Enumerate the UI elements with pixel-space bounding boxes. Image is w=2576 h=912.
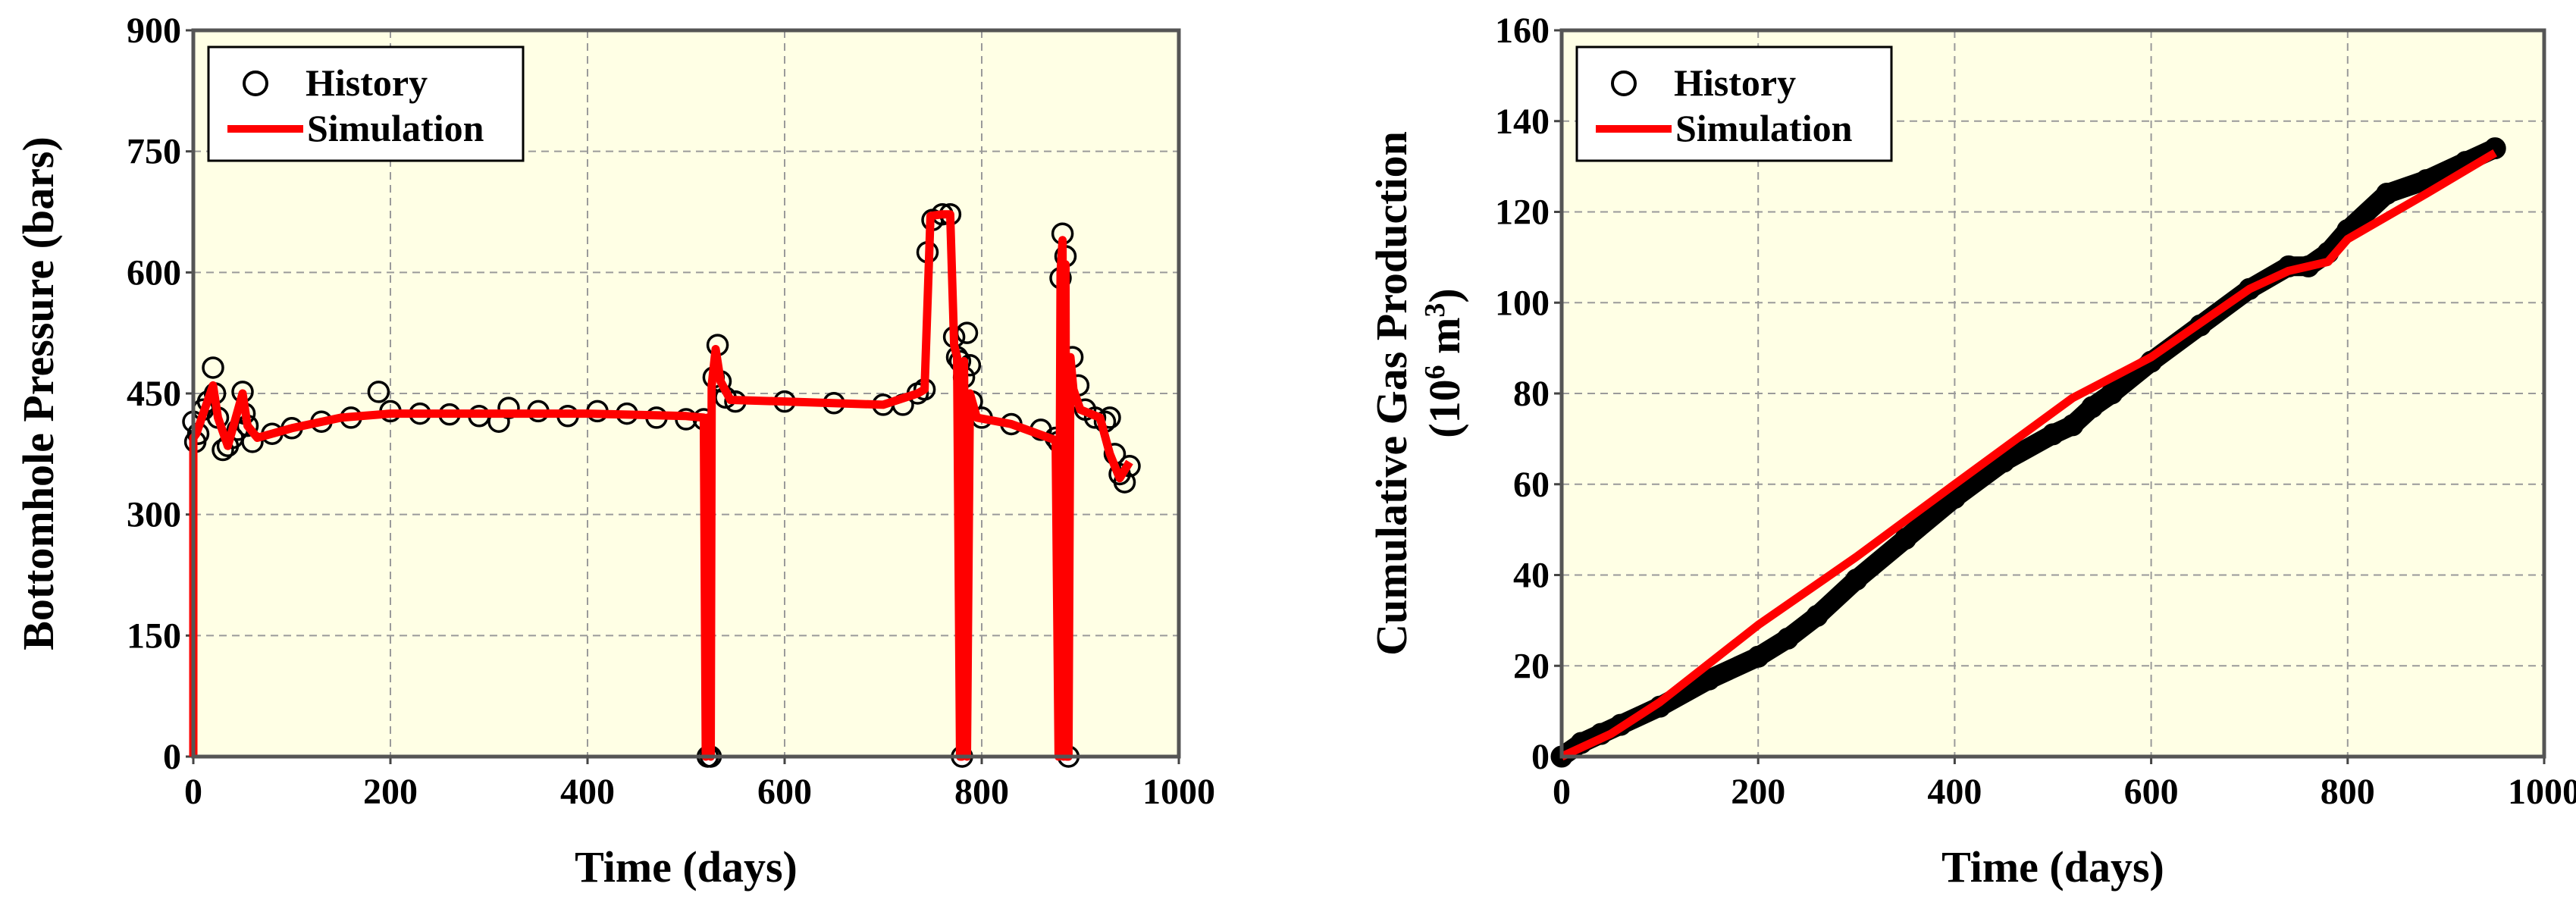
legend-history-marker (1611, 71, 1637, 96)
x-tick-label: 0 (1553, 772, 1571, 812)
data-point (1083, 406, 1107, 429)
legend-simulation-label: Simulation (307, 107, 484, 149)
data-point (1747, 645, 1769, 668)
y-tick-label: 0 (163, 737, 181, 777)
y-axis-label-line1: Cumulative Gas Production (1367, 131, 1416, 656)
x-tick-label: 200 (1731, 772, 1785, 812)
y-tick-label: 120 (1495, 193, 1550, 233)
series-line-simulation (189, 210, 1133, 761)
legend-box (1575, 45, 1893, 162)
x-tick-label: 800 (2321, 772, 2375, 812)
y-tick-label: 140 (1495, 102, 1550, 142)
x-axis-label: Time (days) (1941, 842, 2164, 892)
x-tick-label: 1000 (1142, 772, 1215, 812)
legend-box (207, 45, 525, 162)
data-point (1845, 568, 1868, 591)
x-tick-label: 400 (1927, 772, 1982, 812)
y-tick-label: 40 (1513, 556, 1550, 596)
legend-history-marker (243, 71, 268, 96)
x-tick-label: 0 (184, 772, 202, 812)
data-point (2484, 137, 2506, 160)
y-tick-label: 900 (127, 11, 181, 51)
series-line-simulation (1559, 149, 2498, 760)
data-point (1806, 604, 1829, 627)
y-axis-label: Bottomhole Pressure (bars) (14, 136, 63, 650)
legend-simulation-label: Simulation (1675, 107, 1853, 149)
y-tick-label: 160 (1495, 11, 1550, 51)
data-point (1697, 668, 1720, 691)
legend-history-label: History (1674, 61, 1796, 104)
x-tick-label: 400 (560, 772, 615, 812)
y-tick-label: 750 (127, 132, 181, 172)
data-point (2376, 183, 2399, 205)
y-tick-label: 100 (1495, 283, 1550, 323)
y-tick-label: 0 (1531, 737, 1550, 777)
data-point (202, 356, 224, 379)
data-point (2061, 414, 2084, 437)
x-tick-label: 1000 (2508, 772, 2576, 812)
data-point (2081, 396, 2104, 418)
x-tick-label: 600 (757, 772, 812, 812)
x-tick-label: 600 (2124, 772, 2179, 812)
x-tick-label: 800 (954, 772, 1009, 812)
y-tick-label: 450 (127, 374, 181, 414)
data-point (1776, 627, 1799, 650)
data-point (367, 381, 390, 403)
y-axis-label-line2: (106 m3) (1419, 288, 1469, 437)
x-tick-label: 200 (363, 772, 418, 812)
data-point (1894, 528, 1917, 550)
y-tick-label: 20 (1513, 646, 1550, 686)
y-tick-label: 60 (1513, 465, 1550, 505)
y-tick-label: 150 (127, 616, 181, 656)
data-point (2101, 382, 2123, 405)
gridlines (1562, 30, 2544, 757)
legend-history-label: History (306, 61, 428, 104)
y-tick-label: 600 (127, 252, 181, 293)
y-tick-label: 80 (1513, 374, 1550, 414)
data-point (1118, 455, 1141, 478)
data-point (2042, 423, 2064, 446)
plot-frame (191, 28, 1181, 759)
gas-production-chart: 0 200 400 600 800 1000 0 20 40 60 80 100 120 140 160 Hi… (1367, 11, 2576, 892)
y-tick-label: 300 (127, 495, 181, 535)
x-axis-label: Time (days) (575, 842, 798, 892)
plot-frame (1559, 28, 2546, 759)
data-point (497, 396, 520, 419)
pressure-chart: 0 200 400 600 800 1000 0 150 300 450 600 750 900 Hist… (14, 11, 1215, 892)
